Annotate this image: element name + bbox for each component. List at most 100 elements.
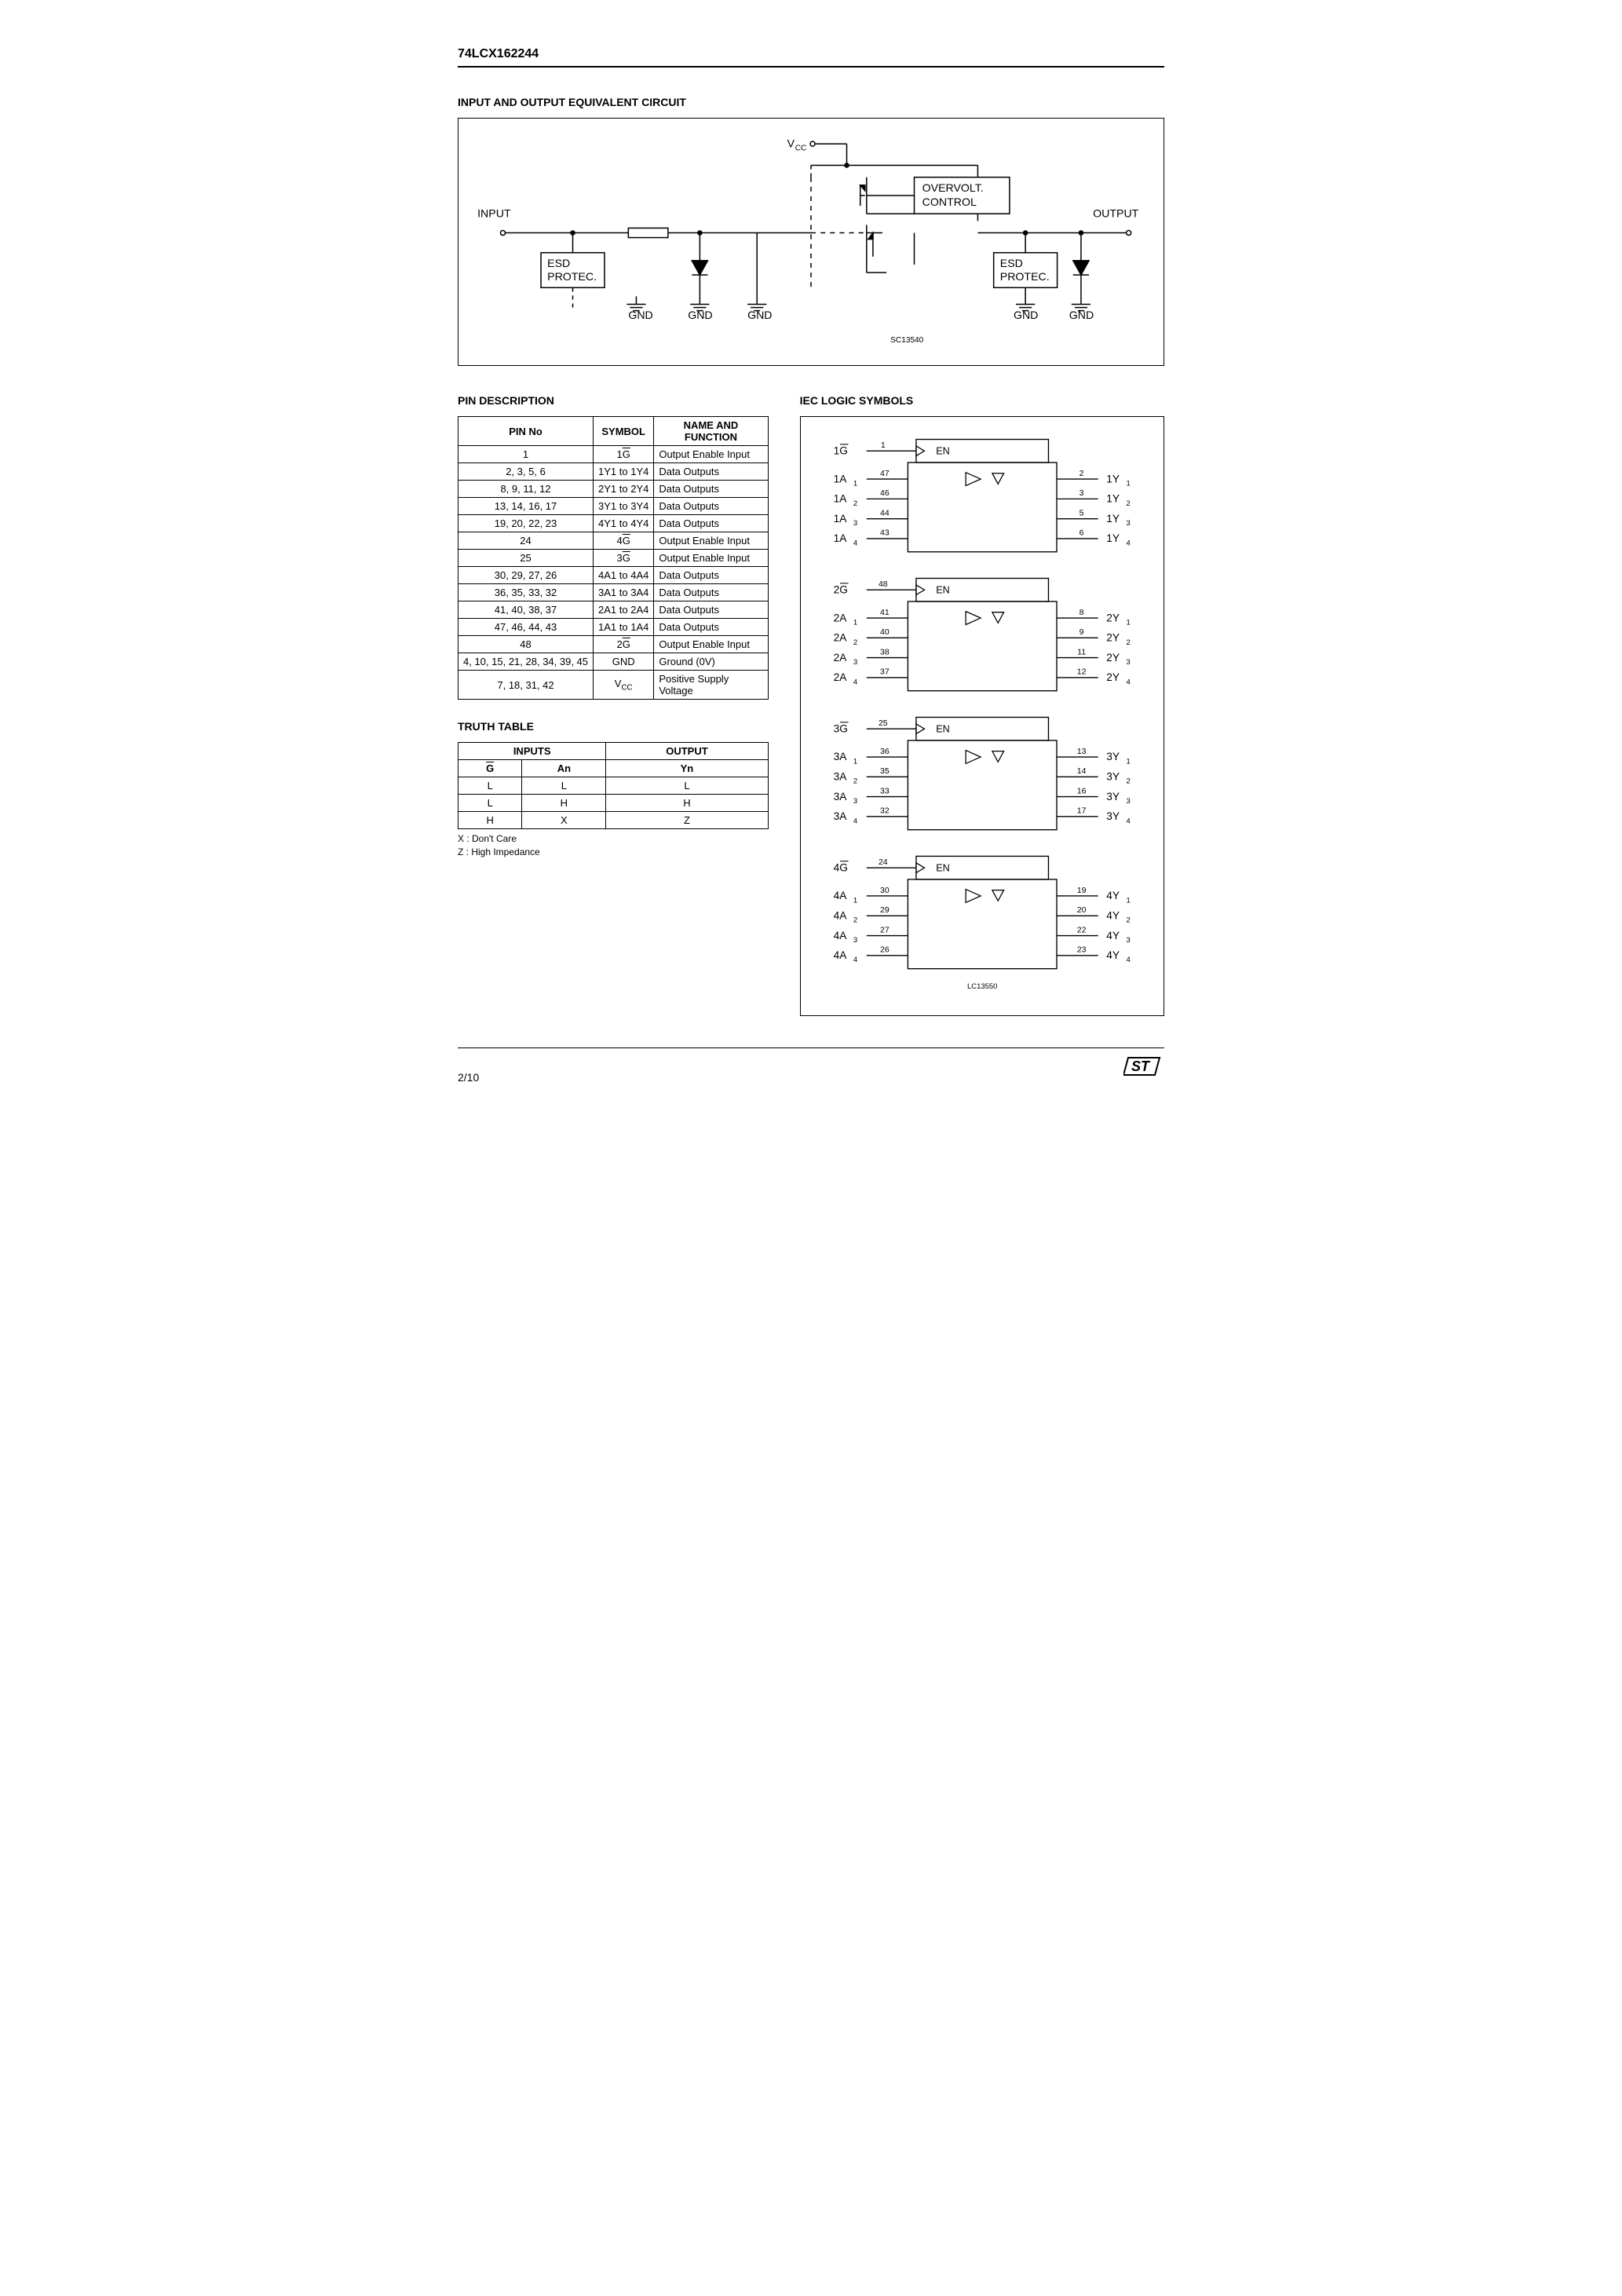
truth-output-header: OUTPUT [606, 743, 768, 760]
svg-text:8: 8 [1079, 608, 1083, 617]
svg-text:1Y: 1Y [1106, 493, 1120, 505]
svg-text:14: 14 [1076, 766, 1086, 776]
svg-text:3: 3 [853, 936, 857, 945]
svg-text:ST: ST [1131, 1058, 1151, 1074]
pin-header: NAME AND FUNCTION [654, 417, 768, 446]
svg-text:11: 11 [1077, 648, 1086, 657]
svg-text:33: 33 [880, 787, 890, 796]
svg-text:ESD: ESD [547, 258, 570, 270]
svg-text:4: 4 [853, 539, 857, 548]
equivalent-circuit-diagram: VCC OVERVOLT. CONTROL [458, 118, 1164, 366]
svg-text:41: 41 [880, 608, 890, 617]
svg-text:3Y: 3Y [1106, 751, 1120, 762]
truth-notes: X : Don't CareZ : High Impedance [458, 832, 769, 859]
svg-text:1Y: 1Y [1106, 532, 1120, 544]
pin-header: PIN No [458, 417, 594, 446]
svg-text:19: 19 [1076, 886, 1086, 895]
svg-text:LC13550: LC13550 [967, 982, 997, 991]
table-row: 30, 29, 27, 264A1 to 4A4Data Outputs [458, 567, 769, 584]
svg-text:29: 29 [880, 905, 890, 915]
svg-text:3Y: 3Y [1106, 791, 1120, 803]
svg-text:2: 2 [853, 638, 857, 647]
svg-text:1: 1 [880, 441, 885, 450]
svg-text:1A: 1A [833, 513, 847, 525]
svg-text:2A: 2A [833, 632, 847, 644]
svg-text:2: 2 [1079, 469, 1083, 478]
svg-text:4Y: 4Y [1106, 949, 1120, 961]
svg-text:37: 37 [880, 667, 890, 677]
truth-table: INPUTS OUTPUT GAnYn LLLLHHHXZ [458, 742, 769, 829]
svg-text:3A: 3A [833, 751, 847, 762]
svg-text:PROTEC.: PROTEC. [547, 271, 597, 283]
svg-text:1Y: 1Y [1106, 473, 1120, 485]
input-label: INPUT [477, 207, 511, 220]
svg-text:44: 44 [880, 509, 890, 518]
circuit-title: INPUT AND OUTPUT EQUIVALENT CIRCUIT [458, 96, 1164, 108]
svg-text:4: 4 [853, 678, 857, 687]
iec-logic-diagram: EN1G11A1471Y121A2461Y231A3441Y351A4431Y4… [800, 416, 1164, 1016]
svg-text:6: 6 [1079, 528, 1083, 538]
svg-text:24: 24 [879, 857, 888, 867]
table-row: 8, 9, 11, 122Y1 to 2Y4Data Outputs [458, 481, 769, 498]
svg-text:2: 2 [1126, 499, 1130, 508]
svg-text:43: 43 [880, 528, 890, 538]
svg-text:1A: 1A [833, 473, 847, 485]
svg-text:3: 3 [1126, 797, 1130, 806]
svg-text:20: 20 [1076, 905, 1086, 915]
svg-text:2: 2 [853, 499, 857, 508]
svg-text:25: 25 [879, 718, 888, 728]
table-row: 41, 40, 38, 372A1 to 2A4Data Outputs [458, 601, 769, 619]
svg-text:5: 5 [1079, 509, 1083, 518]
svg-text:36: 36 [880, 747, 890, 756]
table-row: 482GOutput Enable Input [458, 636, 769, 653]
svg-text:1A: 1A [833, 532, 847, 544]
st-logo-icon: ST [1123, 1055, 1164, 1084]
circuit-svg: VCC OVERVOLT. CONTROL [469, 130, 1153, 352]
svg-text:4: 4 [853, 817, 857, 826]
svg-text:47: 47 [880, 469, 890, 478]
svg-text:38: 38 [880, 648, 890, 657]
svg-text:1: 1 [1126, 758, 1130, 766]
part-number: 74LCX162244 [458, 47, 1164, 68]
svg-text:CC: CC [795, 144, 807, 152]
table-row: 19, 20, 22, 234Y1 to 4Y4Data Outputs [458, 515, 769, 532]
svg-text:4: 4 [1126, 817, 1130, 826]
svg-text:13: 13 [1076, 747, 1086, 756]
svg-text:3A: 3A [833, 791, 847, 803]
svg-text:GND: GND [628, 309, 652, 322]
table-row: HXZ [458, 812, 769, 829]
svg-text:1Y: 1Y [1106, 513, 1120, 525]
svg-text:3: 3 [1126, 658, 1130, 667]
svg-text:EN: EN [936, 863, 950, 874]
svg-text:1: 1 [1126, 619, 1130, 627]
svg-text:3Y: 3Y [1106, 771, 1120, 783]
svg-text:2Y: 2Y [1106, 612, 1120, 624]
circuit-code: SC13540 [890, 336, 924, 345]
pin-desc-title: PIN DESCRIPTION [458, 394, 769, 407]
svg-text:1: 1 [853, 480, 857, 488]
iec-title: IEC LOGIC SYMBOLS [800, 394, 1164, 407]
truth-title: TRUTH TABLE [458, 720, 769, 733]
svg-text:30: 30 [880, 886, 890, 895]
svg-text:1G: 1G [833, 445, 847, 457]
table-row: 244GOutput Enable Input [458, 532, 769, 550]
truth-inputs-header: INPUTS [458, 743, 606, 760]
svg-text:2Y: 2Y [1106, 632, 1120, 644]
svg-text:4Y: 4Y [1106, 890, 1120, 901]
svg-text:12: 12 [1076, 667, 1086, 677]
svg-text:3: 3 [1079, 488, 1083, 498]
svg-text:4Y: 4Y [1106, 930, 1120, 941]
table-row: LHH [458, 795, 769, 812]
svg-text:2A: 2A [833, 652, 847, 664]
table-row: 36, 35, 33, 323A1 to 3A4Data Outputs [458, 584, 769, 601]
svg-text:32: 32 [880, 806, 890, 816]
page-number: 2/10 [458, 1071, 479, 1084]
table-row: 13, 14, 16, 173Y1 to 3Y4Data Outputs [458, 498, 769, 515]
svg-text:17: 17 [1076, 806, 1086, 816]
svg-text:PROTEC.: PROTEC. [1000, 271, 1050, 283]
svg-text:26: 26 [880, 945, 890, 955]
svg-text:3: 3 [853, 519, 857, 528]
svg-text:2A: 2A [833, 612, 847, 624]
table-row: 47, 46, 44, 431A1 to 1A4Data Outputs [458, 619, 769, 636]
svg-text:3: 3 [1126, 519, 1130, 528]
